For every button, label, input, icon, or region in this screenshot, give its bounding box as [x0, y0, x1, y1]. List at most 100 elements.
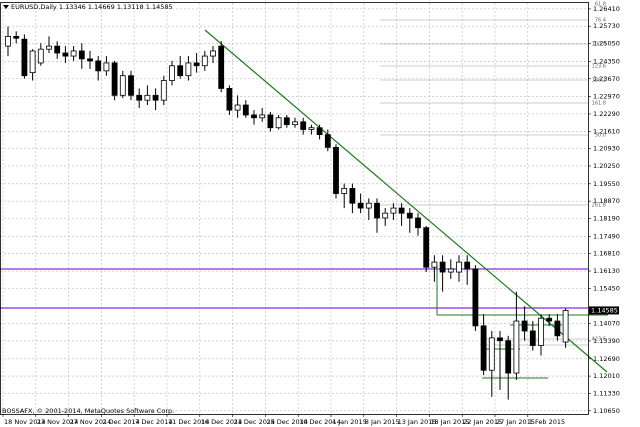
candle-body — [267, 114, 274, 129]
y-tick-label: 1.25730 — [593, 22, 620, 30]
symbol: EURUSD,Daily — [11, 3, 57, 11]
candle-body — [488, 337, 495, 371]
chart-header: EURUSD,Daily 1.13346 1.14669 1.13118 1.1… — [11, 3, 173, 11]
y-tick-label: 1.16810 — [593, 250, 620, 258]
x-tick-label: 18 Nov 2014 — [4, 418, 46, 426]
candle-body — [365, 202, 372, 209]
y-tick-label: 1.20930 — [593, 145, 620, 153]
header-high: 1.14669 — [88, 3, 115, 11]
y-tick-label: 1.11330 — [593, 389, 620, 397]
candle-body — [554, 320, 561, 337]
candles — [5, 26, 569, 400]
x-tick-label: 23 Nov 2014 — [37, 418, 79, 426]
x-tick-label: 22 Jan 2015 — [463, 418, 502, 426]
x-tick-label: 25 Dec 2014 — [266, 418, 308, 426]
fib-label: 161.8 — [592, 101, 606, 107]
y-tick-label: 1.25050 — [593, 40, 620, 48]
candle-body — [95, 60, 102, 72]
candle-body — [111, 62, 118, 96]
candle-body — [447, 268, 454, 273]
candle-body — [46, 45, 52, 50]
candle-body — [275, 117, 282, 129]
axis: 1.26410 1.25730 1.25050 1.24350 1.23670 1.229… — [2, 2, 620, 426]
candle-body — [177, 65, 184, 77]
y-tick-label: 1.19550 — [593, 180, 620, 188]
candle-body — [87, 58, 93, 62]
x-tick-label: 8 Jan 2015 — [365, 418, 400, 426]
y-tick-label: 1.26410 — [593, 5, 620, 13]
price-box — [589, 306, 619, 315]
candle-body — [505, 340, 512, 374]
candle-body — [398, 207, 405, 214]
x-tick-label: 4 Jan 2015 — [332, 418, 367, 426]
candle-body — [201, 55, 208, 67]
fib-label: 123.6 — [592, 64, 606, 70]
candle-body — [152, 94, 159, 101]
y-tick-label: 1.13390 — [593, 337, 620, 345]
candle-body — [62, 52, 69, 57]
candle-body — [136, 94, 143, 101]
candle-body — [431, 261, 438, 268]
price-box-label: 1.14585 — [591, 306, 618, 314]
menu-icon — [3, 5, 9, 9]
candle-body — [119, 75, 126, 96]
candle-body — [259, 114, 266, 119]
candle-body — [333, 146, 339, 194]
fib-label: 423.6 — [592, 337, 606, 343]
y-tick-label: 1.22970 — [593, 93, 620, 101]
candle-body — [54, 45, 61, 54]
candle-body — [78, 50, 85, 60]
candle-body — [456, 261, 462, 273]
candle-body — [144, 94, 151, 101]
x-tick-label: 2 Dec 2014 — [102, 418, 139, 426]
x-tick-label: 18 Jan 2015 — [430, 418, 469, 426]
candle-body — [308, 127, 315, 130]
candle-body — [406, 212, 413, 219]
header-low: 1.13118 — [117, 3, 144, 11]
y-tick-label: 1.20250 — [593, 162, 620, 170]
candle-body — [538, 317, 544, 346]
candle-body — [283, 117, 290, 126]
header-open: 1.13346 — [59, 3, 86, 11]
y-tick-label: 1.16130 — [593, 267, 620, 275]
y-tick-label: 1.24350 — [593, 57, 620, 65]
y-tick-label: 1.14070 — [593, 320, 620, 328]
x-tick-label: 21 Dec 2014 — [234, 418, 276, 426]
y-tick-label: 1.18190 — [593, 215, 620, 223]
candle-body — [562, 310, 569, 343]
candle-body — [185, 62, 192, 77]
candle-body — [439, 261, 446, 273]
candle-body — [480, 325, 487, 371]
candle-body — [546, 317, 553, 322]
candle-body — [13, 36, 20, 39]
candle-body — [292, 121, 298, 126]
x-tick-label: 7 Dec 2014 — [135, 418, 172, 426]
y-tick-label: 1.12010 — [593, 372, 620, 380]
candle-body — [234, 104, 241, 111]
x-tick-label: 27 Jan 2015 — [496, 418, 535, 426]
candle-body — [218, 45, 225, 89]
candle-body — [21, 38, 28, 77]
fib-label: 61.8 — [595, 2, 606, 8]
candle-body — [357, 202, 364, 209]
candle-body — [251, 114, 257, 119]
x-tick-label: 30 Dec 2014 — [299, 418, 341, 426]
candle-body — [300, 121, 307, 130]
y-tick-label: 1.18870 — [593, 197, 620, 205]
candle-body — [324, 134, 331, 148]
candle-body — [169, 65, 175, 81]
candle-body — [423, 227, 430, 268]
candle-body — [464, 261, 471, 270]
candle-body — [374, 202, 380, 219]
candle-body — [103, 62, 110, 72]
candle-body — [513, 320, 520, 374]
candle-body — [128, 75, 134, 96]
y-tick-label: 1.15450 — [593, 284, 620, 292]
x-tick-label: 13 Jan 2015 — [398, 418, 437, 426]
candle-body — [37, 48, 44, 64]
candle-body — [415, 217, 421, 229]
y-tick-label: 1.17490 — [593, 232, 620, 240]
fib-label: 100.0 — [592, 42, 606, 48]
candle-body — [521, 320, 528, 332]
